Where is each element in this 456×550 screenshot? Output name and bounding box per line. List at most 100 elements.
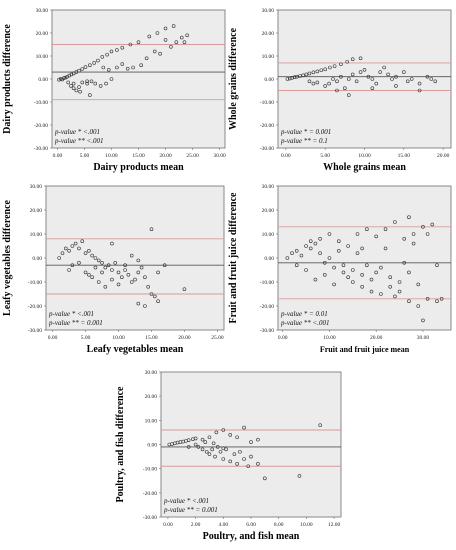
data-point xyxy=(67,268,71,272)
data-point xyxy=(290,76,294,80)
data-point xyxy=(358,70,363,74)
data-point xyxy=(96,58,100,63)
p-value-annotation: p-value ** = 0.001 xyxy=(48,319,103,327)
data-point xyxy=(285,77,290,81)
data-point xyxy=(214,430,219,435)
data-point xyxy=(318,236,322,241)
data-point xyxy=(60,251,65,255)
data-point xyxy=(221,446,226,450)
data-point xyxy=(287,76,292,81)
data-point xyxy=(407,299,411,303)
x-tick-label: 20.00 xyxy=(159,153,172,159)
data-point xyxy=(163,38,168,42)
y-tick-label: 0.00 xyxy=(264,77,274,83)
data-point xyxy=(407,270,411,275)
data-point xyxy=(425,74,430,79)
data-point xyxy=(425,297,430,301)
data-point xyxy=(100,270,104,275)
data-point xyxy=(149,292,154,296)
y-tick-label: 30.00 xyxy=(262,8,275,14)
x-tick-label: 12.00 xyxy=(328,522,341,528)
chart-svg: 30.00 20.00 10.00 0.00 -10.00 -20.00 -30.00 0.0… xyxy=(2,8,226,173)
x-tick-label: 10.00 xyxy=(323,335,336,341)
plot-area xyxy=(45,185,225,331)
data-point xyxy=(386,72,390,77)
data-point xyxy=(322,273,327,277)
y-tick-label: 0.00 xyxy=(32,256,42,262)
data-point xyxy=(362,68,367,72)
data-point xyxy=(249,454,253,459)
data-point xyxy=(143,275,147,279)
data-point xyxy=(388,285,393,289)
x-tick-label: 10.00 xyxy=(105,153,118,159)
x-tick-label: 6.00 xyxy=(246,522,256,528)
chart-panel-leafy-vegetables: 30.00 20.00 10.00 0.00 -10.00 -20.00 -30.00 0.0… xyxy=(0,180,228,366)
data-point xyxy=(346,275,350,279)
y-tick-label: 30.00 xyxy=(262,184,275,190)
x-tick-label: 30.00 xyxy=(417,335,430,341)
data-point xyxy=(366,74,371,79)
data-point xyxy=(185,33,189,38)
y-tick-label: 0.00 xyxy=(264,256,274,262)
data-point xyxy=(204,449,209,454)
y-tick-label: 0.00 xyxy=(147,443,157,449)
y-tick-label: 0.00 xyxy=(38,77,48,83)
data-point xyxy=(179,35,184,40)
data-point xyxy=(307,79,312,84)
data-point xyxy=(350,57,355,62)
data-point xyxy=(304,244,308,248)
data-point xyxy=(411,232,416,236)
data-point xyxy=(346,77,351,81)
data-point xyxy=(351,268,355,272)
data-point xyxy=(335,88,339,93)
data-point xyxy=(374,234,378,239)
data-point xyxy=(242,425,246,430)
data-point xyxy=(242,457,246,461)
data-point xyxy=(90,275,94,279)
data-point xyxy=(80,239,85,244)
data-point xyxy=(365,227,369,232)
y-tick-label: 10.00 xyxy=(30,232,43,238)
data-point xyxy=(425,232,430,236)
data-point xyxy=(319,68,324,73)
data-point xyxy=(87,249,91,253)
data-point xyxy=(74,88,79,93)
data-point xyxy=(174,40,179,45)
data-point xyxy=(116,282,121,287)
data-point xyxy=(152,49,157,54)
data-point xyxy=(85,79,89,84)
data-point xyxy=(139,265,144,270)
data-point xyxy=(73,241,78,246)
data-point xyxy=(346,244,350,248)
plot-area xyxy=(277,185,452,331)
x-tick-label: 0.00 xyxy=(163,522,173,528)
data-point xyxy=(421,224,425,229)
x-tick-label: 10.00 xyxy=(300,522,313,528)
data-point xyxy=(238,449,242,454)
data-point xyxy=(232,452,237,456)
data-point xyxy=(83,65,88,69)
data-point xyxy=(354,79,359,84)
y-tick-label: 30.00 xyxy=(145,370,158,376)
data-point xyxy=(103,265,108,270)
chart-panel-fruit-juice: 30.00 20.00 10.00 0.00 -10.00 -20.00 -30.00 0.0… xyxy=(226,180,454,366)
x-axis-title: Whole grains mean xyxy=(323,162,406,173)
data-point xyxy=(100,55,105,59)
data-point xyxy=(144,56,149,61)
x-tick-label: 0.00 xyxy=(53,153,63,159)
x-tick-label: 25.00 xyxy=(186,153,199,159)
data-point xyxy=(370,86,375,90)
data-point xyxy=(313,241,318,246)
data-point xyxy=(200,437,205,442)
y-tick-label: 10.00 xyxy=(262,54,275,60)
chart-panel-poultry-fish: 30.00 20.00 10.00 0.00 -10.00 -20.00 -30.00 0.0… xyxy=(113,366,345,550)
y-tick-label: -20.00 xyxy=(143,491,157,497)
data-point xyxy=(78,89,82,94)
data-point xyxy=(139,63,144,67)
data-point xyxy=(116,270,121,275)
data-point xyxy=(433,79,438,84)
data-point xyxy=(196,445,201,449)
data-point xyxy=(301,73,305,78)
data-point xyxy=(70,244,75,248)
p-value-annotation: p-value * = 0.01 xyxy=(280,310,328,318)
